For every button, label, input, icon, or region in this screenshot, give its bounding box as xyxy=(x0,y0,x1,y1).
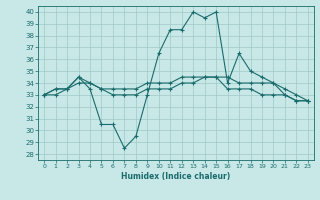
X-axis label: Humidex (Indice chaleur): Humidex (Indice chaleur) xyxy=(121,172,231,181)
